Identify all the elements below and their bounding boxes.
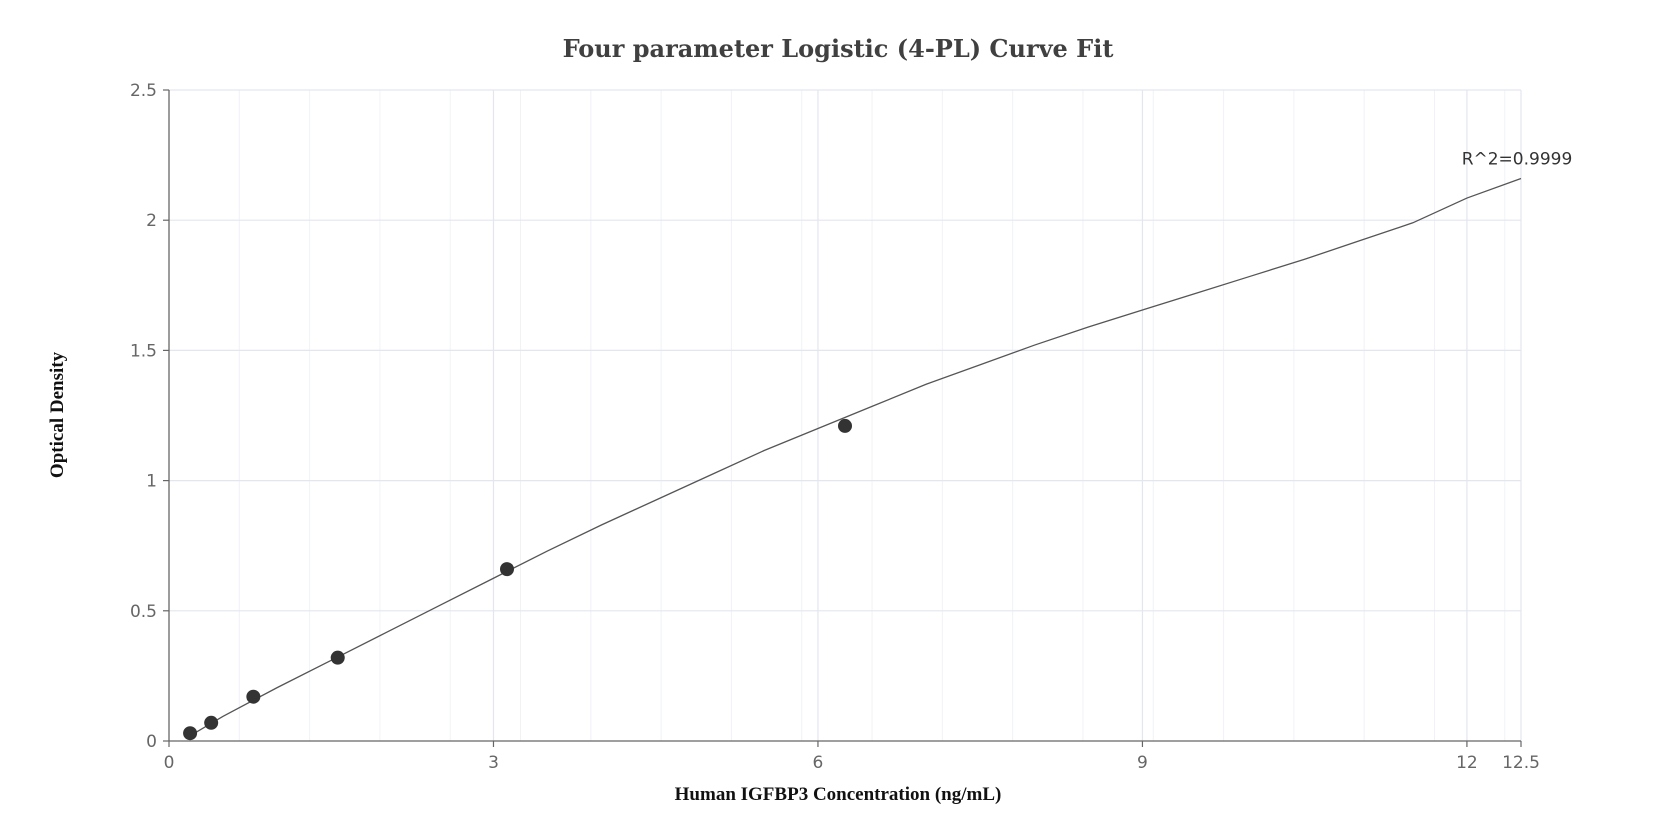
data-points [183, 418, 852, 741]
y-tick-label: 2 [146, 211, 157, 231]
y-tick-label: 0.5 [130, 602, 157, 622]
grid [169, 89, 1522, 741]
x-axis-title: Human IGFBP3 Concentration (ng/mL) [675, 784, 1002, 805]
data-point [838, 418, 852, 433]
y-tick-label: 2.5 [130, 81, 157, 101]
data-point [246, 689, 261, 704]
x-tick-label: 9 [1137, 753, 1148, 773]
y-tick-label: 0 [146, 732, 157, 752]
fit-curve [189, 177, 1522, 737]
data-point [330, 650, 345, 665]
x-tick-label: 6 [813, 753, 824, 773]
x-tick-label: 12.5 [1502, 753, 1540, 773]
x-tick-label: 3 [488, 753, 499, 773]
axes: 0 3 6 9 12 12.5 0 0.5 1 1.5 2 2.5 [130, 81, 1540, 773]
data-point [183, 726, 198, 741]
data-point [204, 715, 219, 730]
x-tick-label: 0 [164, 753, 175, 773]
x-tick-label: 12 [1456, 753, 1478, 773]
data-point [500, 562, 514, 577]
fit-curve-layer [189, 177, 1522, 737]
y-axis-title: Optical Density [47, 351, 68, 478]
y-tick-label: 1 [146, 472, 157, 492]
y-tick-label: 1.5 [130, 341, 157, 361]
r-squared-annotation: R^2=0.9999 [1462, 150, 1573, 170]
chart-title: Four parameter Logistic (4-PL) Curve Fit [563, 34, 1114, 63]
